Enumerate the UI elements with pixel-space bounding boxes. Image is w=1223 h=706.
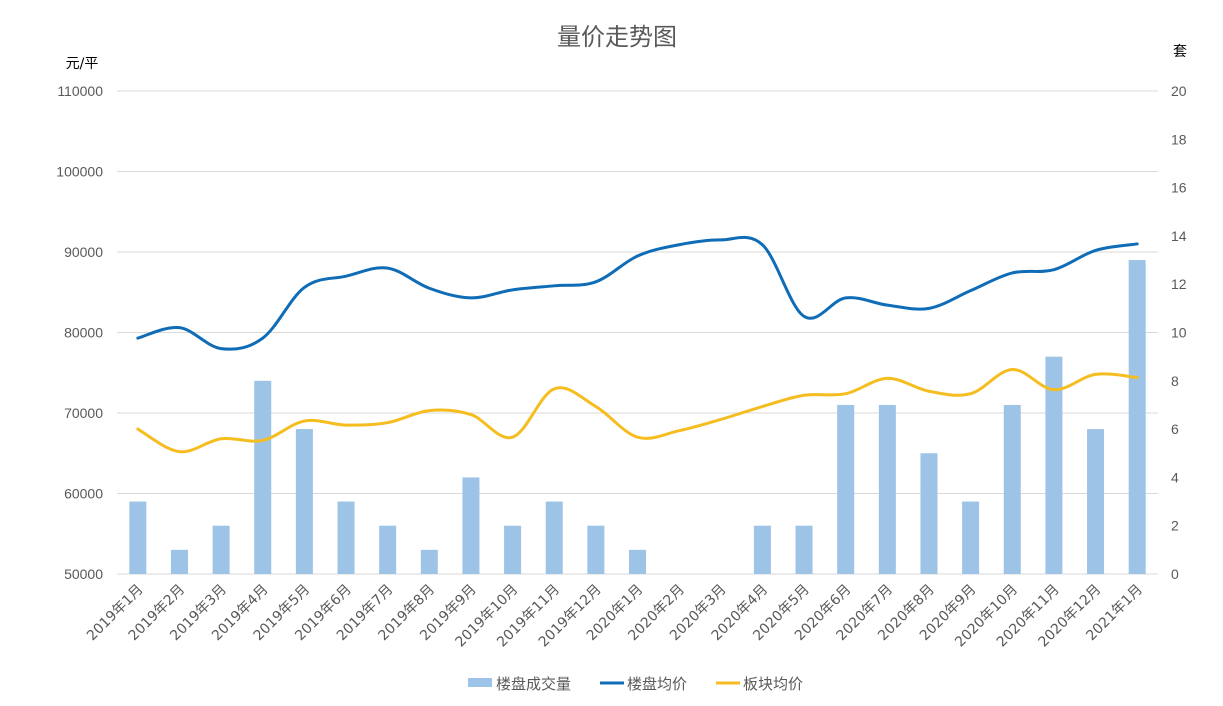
left-tick-label: 100000 [56, 164, 103, 180]
volume-bar [962, 501, 980, 574]
right-tick-label: 18 [1171, 131, 1187, 147]
volume-bar [129, 501, 147, 574]
right-tick-label: 20 [1171, 83, 1187, 99]
right-tick-label: 8 [1171, 373, 1179, 389]
volume-bar [753, 525, 771, 574]
volume-bar [420, 549, 438, 574]
left-tick-label: 110000 [57, 83, 103, 99]
volume-bar [795, 525, 813, 574]
volume-bar [837, 404, 855, 574]
legend-bar-swatch-icon [468, 678, 492, 687]
volume-bar [504, 525, 522, 574]
legend-label: 楼盘均价 [627, 675, 687, 693]
legend: 楼盘成交量 楼盘均价 板块均价 [468, 675, 803, 693]
volume-bar [1087, 429, 1105, 574]
right-tick-label: 14 [1171, 228, 1187, 244]
line-series-project-price [136, 235, 1139, 351]
right-tick-label: 10 [1171, 325, 1187, 341]
left-tick-label: 80000 [64, 325, 103, 341]
right-axis-unit: 套 [1173, 44, 1187, 60]
volume-bar [462, 477, 480, 574]
legend-label: 楼盘成交量 [496, 675, 571, 693]
volume-bar [1003, 404, 1021, 574]
chart-title: 量价走势图 [557, 23, 677, 51]
left-tick-label: 90000 [64, 244, 103, 260]
volume-bar [212, 525, 230, 574]
right-tick-label: 2 [1171, 518, 1179, 534]
volume-bar [379, 525, 397, 574]
left-axis-ticks: 110000 100000 90000 80000 70000 60000 50000 [56, 83, 103, 582]
left-tick-label: 50000 [64, 566, 103, 582]
volume-bar [1045, 356, 1063, 574]
bar-series-volume [129, 260, 1146, 574]
volume-bar [920, 453, 938, 574]
legend-label: 板块均价 [743, 675, 803, 693]
volume-bar [878, 404, 896, 574]
left-axis-unit: 元/平 [66, 56, 99, 72]
x-axis-labels: 2019年1月2019年2月2019年3月2019年4月2019年5月2019年… [84, 582, 1146, 651]
right-tick-label: 6 [1171, 421, 1179, 437]
volume-bar [337, 501, 355, 574]
volume-bar [587, 525, 605, 574]
right-tick-label: 0 [1171, 566, 1179, 582]
legend-item: 楼盘均价 [600, 675, 687, 693]
gridlines [117, 90, 1158, 575]
volume-bar [629, 549, 646, 574]
left-tick-label: 60000 [64, 486, 103, 502]
volume-bar [254, 380, 272, 574]
right-tick-label: 16 [1171, 180, 1187, 196]
volume-bar [170, 549, 188, 574]
legend-item: 板块均价 [716, 675, 803, 693]
right-tick-label: 12 [1171, 276, 1187, 292]
volume-bar [1128, 260, 1146, 574]
volume-bar [295, 429, 313, 574]
legend-item: 楼盘成交量 [468, 675, 571, 693]
right-tick-label: 4 [1171, 469, 1179, 485]
left-tick-label: 70000 [64, 405, 103, 421]
volume-bar [545, 501, 563, 574]
line-series-district-price [136, 368, 1139, 454]
